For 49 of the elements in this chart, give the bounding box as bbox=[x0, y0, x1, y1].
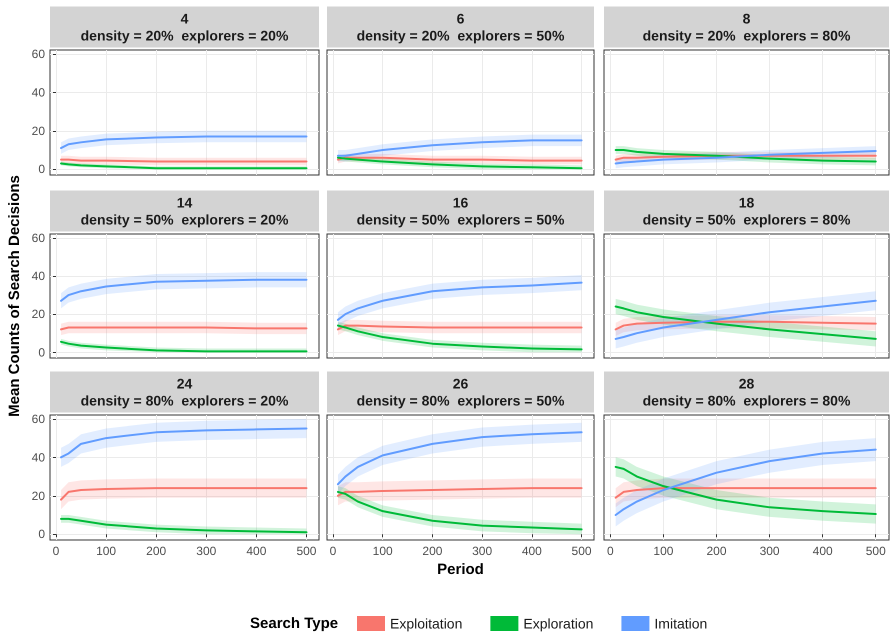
x-tick-label: 100 bbox=[653, 544, 674, 558]
chart-title: 14 density = 50% explorers = 20% bbox=[80, 194, 289, 228]
chart-title: 18 density = 50% explorers = 80% bbox=[642, 194, 851, 228]
legend-label: Exploitation bbox=[390, 616, 462, 632]
x-tick-label: 500 bbox=[572, 544, 592, 558]
y-tick-label: 0 bbox=[38, 527, 46, 542]
x-tick-label: 200 bbox=[422, 544, 443, 558]
y-axis-title: Mean Counts of Search Decisions bbox=[6, 175, 23, 417]
y-tick-label: 0 bbox=[38, 162, 46, 176]
y-tick-label: 40 bbox=[32, 85, 46, 100]
chart-title: 16 density = 50% explorers = 50% bbox=[356, 194, 565, 228]
x-tick-label: 400 bbox=[522, 544, 542, 558]
chart-title: 24 density = 80% explorers = 20% bbox=[80, 376, 289, 408]
line-series bbox=[60, 136, 308, 150]
line-series bbox=[60, 278, 308, 302]
x-tick-label: 0 bbox=[607, 544, 614, 558]
x-tick-label: 100 bbox=[372, 544, 394, 558]
y-tick-label: 20 bbox=[32, 307, 46, 322]
chart-title: 26 density = 80% explorers = 50% bbox=[356, 376, 565, 408]
legend-title: Search Type bbox=[250, 615, 338, 632]
legend-label: Exploration bbox=[523, 616, 594, 632]
x-axis-title: Period bbox=[437, 561, 484, 578]
line-series bbox=[60, 487, 308, 501]
y-tick-label: 60 bbox=[32, 412, 46, 426]
x-tick-label: 500 bbox=[296, 544, 317, 558]
legend-label: Imitation bbox=[654, 616, 708, 632]
chart-title: 28 density = 80% explorers = 80% bbox=[642, 376, 851, 408]
y-tick-label: 20 bbox=[32, 124, 46, 138]
y-tick-label: 40 bbox=[32, 268, 46, 283]
chart-title: 8 density = 20% explorers = 80% bbox=[642, 10, 851, 44]
x-tick-label: 300 bbox=[760, 544, 780, 558]
x-tick-label: 200 bbox=[146, 544, 167, 558]
x-tick-label: 400 bbox=[246, 544, 267, 558]
chart-title: 6 density = 20% explorers = 50% bbox=[356, 10, 565, 44]
y-tick-label: 60 bbox=[32, 230, 46, 245]
y-tick-label: 0 bbox=[38, 345, 46, 360]
x-tick-label: 300 bbox=[472, 544, 492, 558]
y-tick-label: 60 bbox=[32, 46, 46, 61]
y-tick-label: 40 bbox=[32, 450, 46, 464]
x-tick-label: 200 bbox=[706, 544, 727, 558]
x-tick-label: 100 bbox=[96, 544, 116, 558]
x-tick-label: 400 bbox=[812, 544, 833, 558]
x-tick-label: 300 bbox=[196, 544, 217, 558]
y-tick-label: 20 bbox=[32, 488, 46, 503]
x-tick-label: 0 bbox=[52, 544, 60, 558]
line-series bbox=[60, 427, 308, 458]
x-tick-label: 0 bbox=[330, 544, 337, 558]
x-tick-label: 500 bbox=[866, 544, 886, 558]
chart-title: 4 density = 20% explorers = 20% bbox=[80, 10, 289, 44]
